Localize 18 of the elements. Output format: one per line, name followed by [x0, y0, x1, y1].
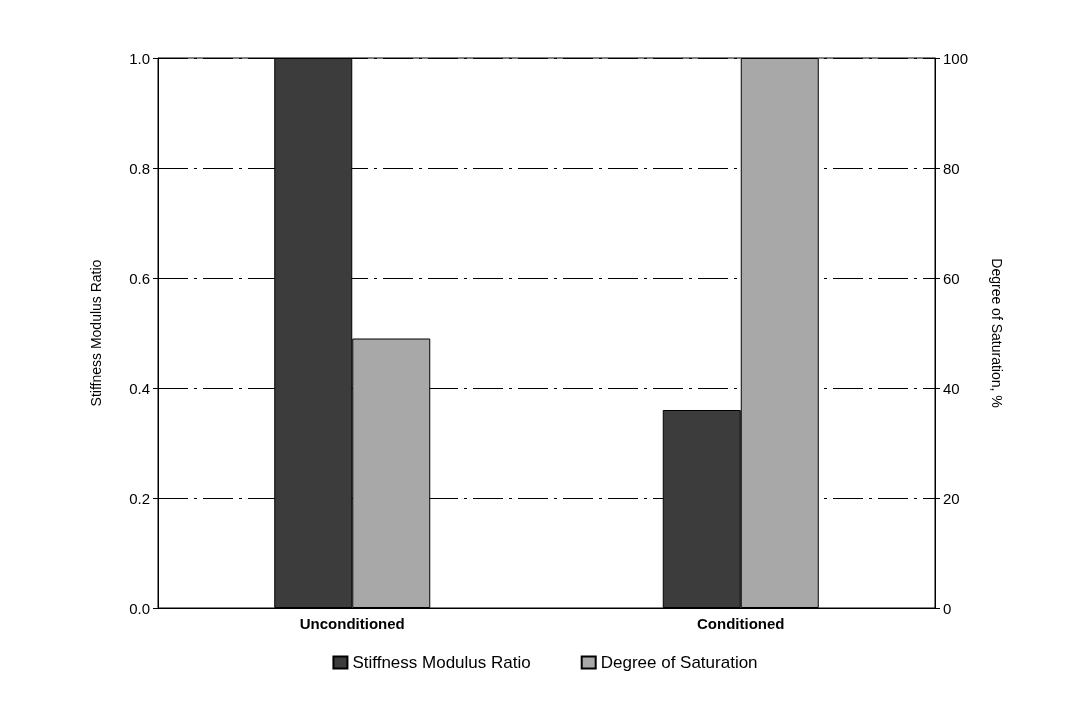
y-tick-label: 0.2	[129, 489, 150, 507]
y2-tick-label: 20	[943, 489, 960, 507]
x-tick-label: Unconditioned	[299, 615, 405, 632]
y2-tick-label: 100	[943, 49, 969, 67]
y2-tick-label: 40	[943, 379, 960, 397]
y2-tick-label: 80	[943, 159, 960, 177]
legend-label: Degree of Saturation	[600, 653, 758, 672]
y-tick-label: 0.6	[129, 269, 150, 287]
y-tick-label: 0.8	[129, 159, 150, 177]
y-tick-label: 0.0	[129, 599, 150, 617]
y2-axis-title: Degree of Saturation, %	[989, 258, 1005, 408]
legend-label: Stiffness Modulus Ratio	[352, 653, 531, 672]
x-tick-label: Conditioned	[697, 615, 785, 632]
y2-tick-label: 60	[943, 269, 960, 287]
y2-tick-label: 0	[943, 599, 952, 617]
y-axis-title: Stiffness Modulus Ratio	[88, 259, 104, 407]
y-tick-label: 0.4	[129, 379, 150, 397]
y-tick-label: 1.0	[129, 49, 150, 67]
